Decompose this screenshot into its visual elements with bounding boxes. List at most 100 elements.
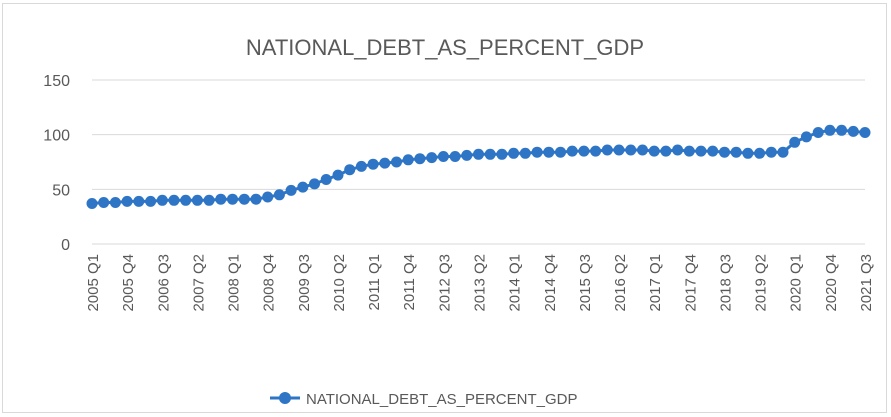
data-point-2007-Q1 <box>180 194 192 206</box>
y-tick-label-100: 100 <box>43 128 70 145</box>
data-point-2014-Q2 <box>519 147 531 159</box>
x-tick-label-2008-Q4: 2008 Q4 <box>261 254 278 312</box>
x-tick-label-2017-Q4: 2017 Q4 <box>682 254 699 312</box>
x-tick-label-2014-Q1: 2014 Q1 <box>507 254 524 312</box>
data-point-2016-Q1 <box>601 144 613 156</box>
data-point-2020-Q3 <box>812 127 824 138</box>
y-tick-label-150: 150 <box>43 73 70 90</box>
x-tick-label-2018-Q3: 2018 Q3 <box>717 254 734 312</box>
data-point-2016-Q3 <box>625 144 637 156</box>
data-point-2006-Q3 <box>156 194 168 206</box>
x-tick-label-2011-Q4: 2011 Q4 <box>401 254 418 310</box>
y-axis-ticks: 0 50 100 150 <box>43 73 70 254</box>
data-point-2017-Q1 <box>648 145 660 157</box>
data-point-2019-Q3 <box>765 146 777 158</box>
data-point-2011-Q3 <box>391 156 402 168</box>
x-tick-label-2008-Q1: 2008 Q1 <box>226 254 243 312</box>
data-point-2013-Q1 <box>461 149 473 161</box>
chart-title: NATIONAL_DEBT_AS_PERCENT_GDP <box>246 35 644 60</box>
data-point-2011-Q4 <box>402 154 414 166</box>
data-point-2017-Q3 <box>672 144 684 156</box>
data-point-2009-Q2 <box>285 184 297 196</box>
x-tick-label-2014-Q4: 2014 Q4 <box>542 254 559 312</box>
data-point-2010-Q2 <box>332 169 344 181</box>
data-point-2011-Q2 <box>379 157 391 169</box>
data-point-2016-Q2 <box>613 144 625 156</box>
data-point-2013-Q4 <box>496 148 508 160</box>
data-point-2007-Q3 <box>203 194 215 206</box>
x-tick-label-2006-Q3: 2006 Q3 <box>155 254 172 312</box>
data-point-2008-Q1 <box>227 193 238 205</box>
data-point-2007-Q4 <box>215 193 227 205</box>
data-point-2006-Q1 <box>133 195 145 207</box>
data-point-2005-Q4 <box>121 195 133 207</box>
data-point-2013-Q3 <box>484 148 496 160</box>
x-tick-label-2011-Q1: 2011 Q1 <box>366 254 383 310</box>
data-point-2017-Q2 <box>660 145 672 157</box>
data-point-2005-Q3 <box>109 197 121 208</box>
data-point-2008-Q4 <box>262 191 274 203</box>
data-point-2006-Q2 <box>145 195 157 207</box>
series-group <box>86 124 871 209</box>
data-point-2009-Q4 <box>309 178 320 190</box>
data-point-2019-Q4 <box>777 146 789 158</box>
x-tick-label-2020-Q1: 2020 Q1 <box>788 254 805 312</box>
data-point-2018-Q3 <box>719 146 730 158</box>
x-tick-label-2005-Q1: 2005 Q1 <box>85 254 102 312</box>
data-point-2015-Q2 <box>566 145 578 157</box>
data-point-2008-Q3 <box>250 193 262 205</box>
x-tick-label-2005-Q4: 2005 Q4 <box>120 254 137 312</box>
data-point-2016-Q4 <box>637 144 648 156</box>
chart-frame <box>2 3 887 413</box>
data-point-2021-Q2 <box>847 125 859 137</box>
data-point-2012-Q4 <box>449 151 461 162</box>
data-point-2015-Q3 <box>578 145 590 157</box>
data-point-2009-Q1 <box>273 189 285 201</box>
data-point-2018-Q1 <box>695 145 707 157</box>
data-point-2009-Q3 <box>297 181 309 193</box>
data-point-2005-Q2 <box>98 197 110 208</box>
data-point-2008-Q2 <box>238 193 250 205</box>
y-tick-label-50: 50 <box>52 182 70 199</box>
data-point-2015-Q4 <box>590 145 602 157</box>
legend-swatch-marker <box>279 392 291 404</box>
legend-label: NATIONAL_DEBT_AS_PERCENT_GDP <box>306 391 577 408</box>
data-point-2020-Q2 <box>800 131 812 143</box>
data-point-2019-Q1 <box>742 147 754 159</box>
x-tick-label-2017-Q1: 2017 Q1 <box>647 254 664 312</box>
data-point-2014-Q4 <box>543 146 555 158</box>
x-tick-label-2015-Q3: 2015 Q3 <box>577 254 594 312</box>
gridlines <box>92 79 865 245</box>
series-line <box>91 128 866 205</box>
x-axis-ticks: 2005 Q1 2005 Q4 2006 Q3 2007 Q2 2008 Q1 2008 … <box>85 254 875 312</box>
x-tick-label-2009-Q3: 2009 Q3 <box>296 254 313 312</box>
x-tick-label-2013-Q2: 2013 Q2 <box>472 254 489 312</box>
data-point-2012-Q2 <box>426 152 438 164</box>
data-point-2010-Q4 <box>355 160 367 172</box>
data-point-2015-Q1 <box>555 146 566 158</box>
data-point-2017-Q4 <box>683 145 695 157</box>
data-point-2010-Q1 <box>320 174 332 185</box>
data-point-2013-Q2 <box>473 148 484 160</box>
x-tick-label-2007-Q2: 2007 Q2 <box>190 254 207 312</box>
data-point-2021-Q3 <box>859 127 871 138</box>
data-point-2018-Q2 <box>707 145 719 157</box>
data-point-2010-Q3 <box>344 164 356 176</box>
x-tick-label-2010-Q2: 2010 Q2 <box>331 254 348 312</box>
data-point-2005-Q1 <box>86 198 98 209</box>
data-point-2019-Q2 <box>754 147 766 159</box>
x-tick-label-2016-Q2: 2016 Q2 <box>612 254 629 312</box>
data-point-2021-Q1 <box>836 124 848 136</box>
x-tick-label-2020-Q4: 2020 Q4 <box>823 254 840 312</box>
data-point-2007-Q2 <box>191 194 203 206</box>
data-point-2014-Q3 <box>531 146 543 158</box>
y-tick-label-0: 0 <box>61 237 70 254</box>
x-tick-label-2019-Q2: 2019 Q2 <box>753 254 770 312</box>
data-point-2006-Q4 <box>168 194 180 206</box>
data-point-2014-Q1 <box>508 147 520 159</box>
legend: NATIONAL_DEBT_AS_PERCENT_GDP <box>270 391 577 408</box>
data-point-2020-Q1 <box>789 136 801 148</box>
data-point-2020-Q4 <box>824 124 836 136</box>
x-tick-label-2021-Q3: 2021 Q3 <box>858 254 875 312</box>
